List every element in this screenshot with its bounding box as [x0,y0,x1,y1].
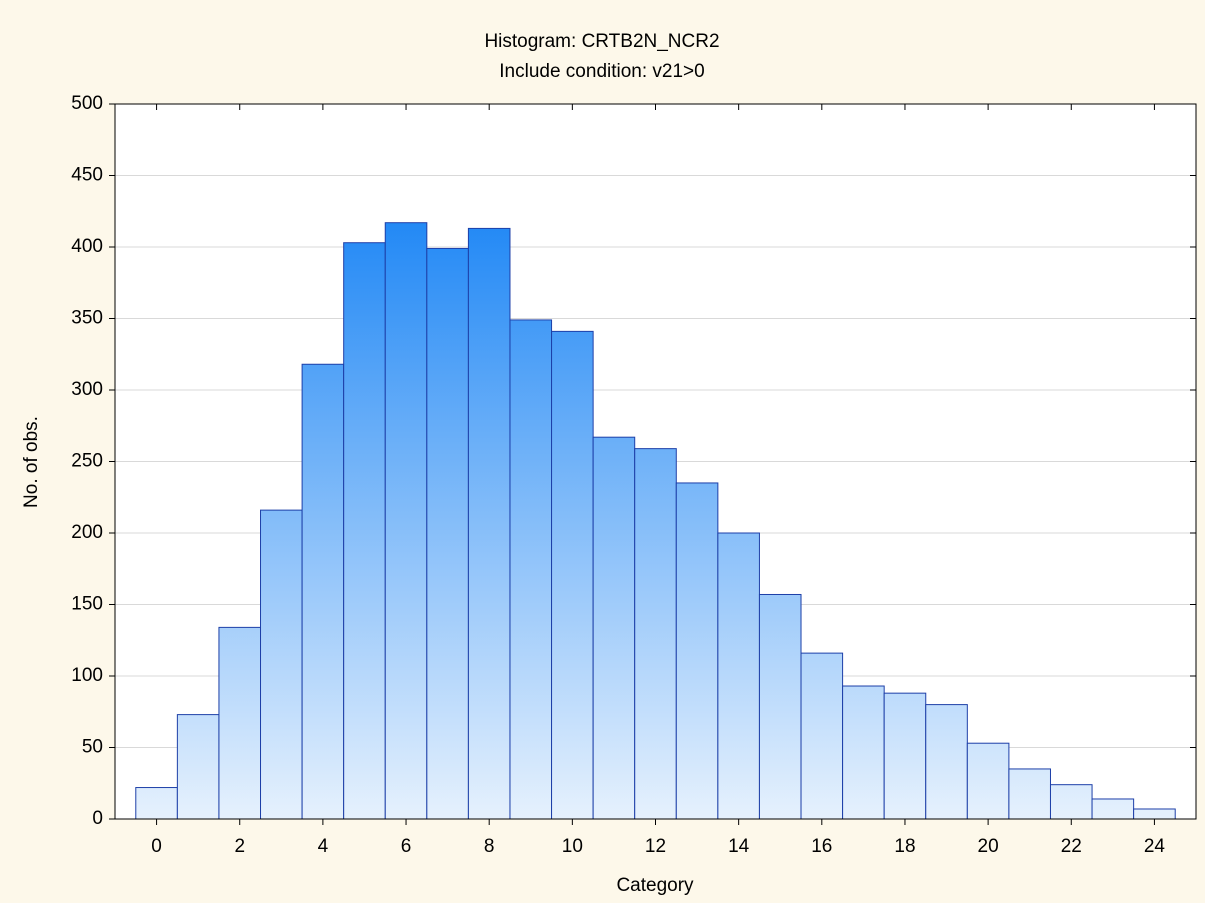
x-tick-label: 14 [728,836,750,857]
y-tick-label: 500 [71,93,103,114]
bar [842,685,885,820]
x-tick-label: 20 [978,836,999,857]
bar [384,222,428,820]
x-tick-label: 16 [811,836,832,857]
y-axis-label: No. of obs. [21,416,42,508]
bar [218,626,262,820]
y-tick-label: 400 [71,236,103,257]
bar [634,448,677,820]
bar [592,436,636,820]
x-tick-label: 4 [318,836,329,857]
bar [467,227,511,820]
x-axis-label: Category [616,875,694,896]
x-tick-label: 2 [234,836,245,857]
x-tick-label: 8 [484,836,495,857]
y-tick-label: 350 [71,308,103,329]
chart-title: Histogram: CRTB2N_NCR2 [484,31,719,52]
y-tick-label: 50 [82,737,103,758]
plot-frame [114,103,1197,820]
x-tick-label: 6 [401,836,412,857]
bar [343,242,386,820]
bar [426,247,469,820]
bar [135,787,178,820]
x-tick-label: 22 [1061,836,1082,857]
bar [301,363,345,820]
bar [675,482,719,820]
bar [260,509,303,820]
x-tick-label: 12 [645,836,666,857]
y-tick-label: 200 [71,522,103,543]
y-tick-label: 100 [71,665,103,686]
y-tick-label: 250 [71,451,103,472]
bar [176,714,220,820]
bar [1091,798,1135,820]
y-tick-label: 0 [92,808,103,829]
bar [1049,784,1093,820]
bar [966,742,1010,820]
bar [1133,808,1176,820]
chart-subtitle: Include condition: v21>0 [499,61,704,82]
bar [717,532,760,820]
bar [800,652,844,820]
y-tick-label: 150 [71,594,103,615]
bar [883,692,927,820]
bar [925,704,968,820]
x-tick-label: 18 [894,836,915,857]
bar [758,593,802,820]
y-tick-label: 450 [71,165,103,186]
y-tick-label: 300 [71,379,103,400]
x-tick-label: 24 [1144,836,1166,857]
bar [551,330,594,820]
bar [1008,768,1051,820]
x-tick-label: 10 [562,836,583,857]
bar [509,319,553,820]
x-tick-label: 0 [151,836,162,857]
